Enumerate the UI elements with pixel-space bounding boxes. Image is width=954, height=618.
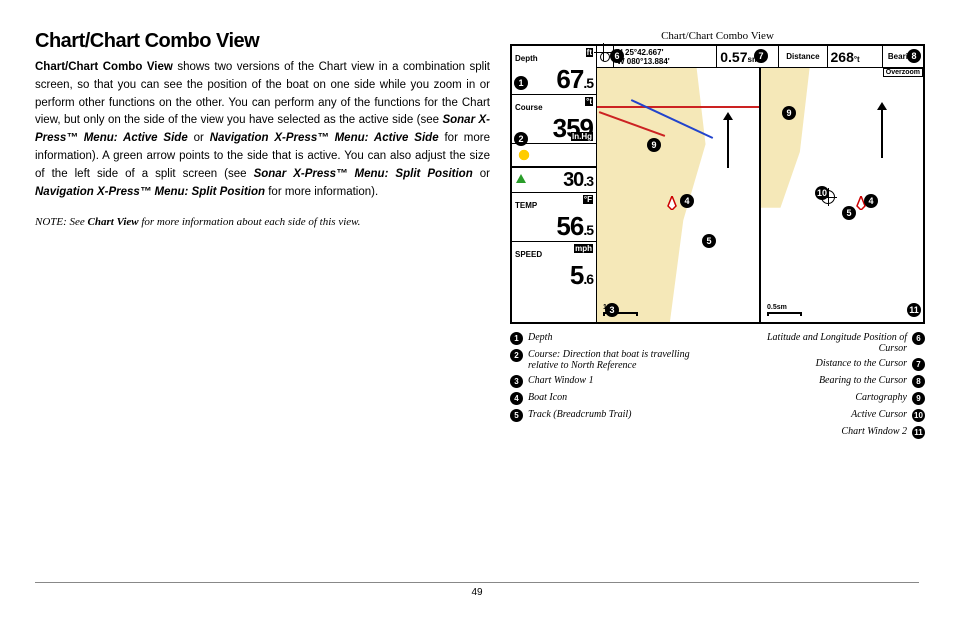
legend-num: 9: [912, 392, 925, 405]
callout-10: 10: [815, 186, 829, 200]
callout-11: 11: [907, 303, 921, 317]
legend-text: Track (Breadcrumb Trail): [528, 409, 632, 420]
bearing-readout: 268°t: [828, 46, 883, 67]
callout-5: 5: [702, 234, 716, 248]
pressure-readout: 30.3: [512, 167, 596, 193]
legend-num: 1: [510, 332, 523, 345]
legend-row: 9 Cartography: [738, 392, 926, 405]
legend-num: 2: [510, 349, 523, 362]
distance-readout: 0.57sm: [717, 46, 779, 67]
north-arrow-icon: [727, 118, 729, 168]
figure-caption: Chart/Chart Combo View: [510, 30, 925, 42]
legend-text: Chart Window 1: [528, 375, 594, 386]
callout-4b: 4: [864, 194, 878, 208]
legend-num: 8: [912, 375, 925, 388]
legend-row: 8 Bearing to the Cursor: [738, 375, 926, 388]
temp-readout: TEMP °F 56.5: [512, 193, 596, 242]
legend-row: 11 Chart Window 2: [738, 426, 926, 439]
page-number: 49: [35, 582, 919, 598]
callout-9: 9: [782, 106, 796, 120]
legend-num: 4: [510, 392, 523, 405]
callout-9b: 9: [647, 138, 661, 152]
legend-right: 6 Latitude and Longitude Position of Curs…: [738, 332, 926, 443]
legend-row: 1 Depth: [510, 332, 698, 345]
legend-text: Course: Direction that boat is travellin…: [528, 349, 698, 371]
solar-readout: [512, 144, 596, 167]
legend-row: 5 Track (Breadcrumb Trail): [510, 409, 698, 422]
legend-row: 6 Latitude and Longitude Position of Curs…: [738, 332, 926, 354]
callout-8: 8: [907, 49, 921, 63]
distance-label: Distance: [779, 46, 827, 67]
north-arrow-icon: [881, 108, 883, 158]
legend-text: Bearing to the Cursor: [819, 375, 907, 386]
legend-text: Active Cursor: [851, 409, 907, 420]
lead-text: Chart/Chart Combo View: [35, 61, 173, 73]
legend-left: 1 Depth 2 Course: Direction that boat is tr…: [510, 332, 698, 443]
legend-text: Latitude and Longitude Position of Curso…: [738, 332, 908, 354]
legend-text: Distance to the Cursor: [816, 358, 907, 369]
overzoom-label: Overzoom: [883, 68, 923, 77]
callout-1: 1: [514, 76, 528, 90]
legend-row: 10 Active Cursor: [738, 409, 926, 422]
callout-4: 4: [680, 194, 694, 208]
legend-text: Chart Window 2: [841, 426, 907, 437]
legend-row: 2 Course: Direction that boat is travelli…: [510, 349, 698, 371]
callout-5b: 5: [842, 206, 856, 220]
device-screenshot: Depth ft 67.5 Course °t 359 In.Hg 30.3: [510, 44, 925, 324]
legend-num: 7: [912, 358, 925, 371]
callout-7: 7: [754, 49, 768, 63]
legend-text: Cartography: [855, 392, 907, 403]
legend: 1 Depth 2 Course: Direction that boat is tr…: [510, 332, 925, 443]
legend-num: 11: [912, 426, 925, 439]
scale-bar: 0.5sm: [767, 304, 802, 316]
callout-6: 6: [610, 49, 624, 63]
legend-num: 5: [510, 409, 523, 422]
legend-num: 6: [912, 332, 925, 345]
legend-row: 4 Boat Icon: [510, 392, 698, 405]
legend-num: 3: [510, 375, 523, 388]
legend-text: Boat Icon: [528, 392, 567, 403]
chart-window-1[interactable]: 1sm: [597, 68, 761, 322]
latlon-readout: N 25°42.667' W 080°13.884': [614, 46, 717, 67]
page-title: Chart/Chart Combo View: [35, 30, 490, 53]
speed-readout: SPEED mph 5.6: [512, 242, 596, 290]
sun-icon: [515, 146, 533, 164]
legend-row: 7 Distance to the Cursor: [738, 358, 926, 371]
legend-text: Depth: [528, 332, 552, 343]
legend-num: 10: [912, 409, 925, 422]
legend-row: 3 Chart Window 1: [510, 375, 698, 388]
road-icon: [597, 106, 759, 108]
note: NOTE: See Chart View for more informatio…: [35, 216, 490, 228]
arrow-up-icon: [516, 174, 526, 183]
callout-3: 3: [605, 303, 619, 317]
boat-icon: [667, 196, 677, 210]
body-paragraph: Chart/Chart Combo View shows two version…: [35, 59, 490, 202]
callout-2: 2: [514, 132, 528, 146]
